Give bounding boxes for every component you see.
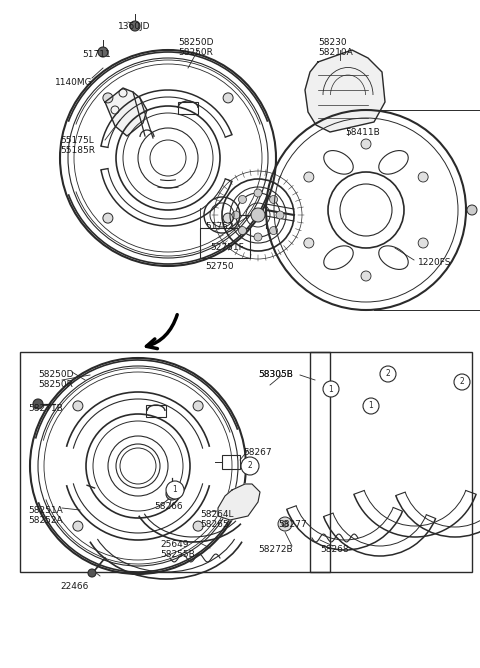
Text: 58264L
58265: 58264L 58265 <box>200 510 233 530</box>
Circle shape <box>251 208 265 222</box>
Text: 58305B: 58305B <box>258 370 293 379</box>
Circle shape <box>467 205 477 215</box>
Text: 1140MG: 1140MG <box>55 78 93 87</box>
Text: 55175L
55185R: 55175L 55185R <box>60 136 95 156</box>
Circle shape <box>103 213 113 223</box>
Circle shape <box>239 226 246 234</box>
Circle shape <box>239 196 246 204</box>
Circle shape <box>73 521 83 531</box>
Text: 1360JD: 1360JD <box>118 22 151 31</box>
Circle shape <box>223 213 233 223</box>
Circle shape <box>361 271 371 281</box>
Circle shape <box>73 401 83 411</box>
Circle shape <box>363 398 379 414</box>
Circle shape <box>130 21 140 31</box>
Circle shape <box>98 47 108 57</box>
Text: 58266: 58266 <box>154 502 182 511</box>
Circle shape <box>418 238 428 248</box>
Circle shape <box>103 93 113 103</box>
Bar <box>146 405 166 417</box>
Circle shape <box>88 569 96 577</box>
Text: 58251A
58252A: 58251A 58252A <box>28 506 63 526</box>
Text: 58267: 58267 <box>243 448 272 457</box>
Text: 2: 2 <box>385 369 390 379</box>
Circle shape <box>418 172 428 182</box>
Bar <box>200 228 250 258</box>
Text: 25649
58255B: 25649 58255B <box>160 540 195 559</box>
Circle shape <box>33 399 43 409</box>
Circle shape <box>276 211 284 219</box>
Circle shape <box>232 211 240 219</box>
Text: 58268: 58268 <box>320 545 348 554</box>
Circle shape <box>254 189 262 197</box>
Text: 1: 1 <box>329 385 334 393</box>
Circle shape <box>278 517 292 531</box>
Circle shape <box>241 457 259 475</box>
Circle shape <box>361 139 371 149</box>
Circle shape <box>193 521 203 531</box>
Circle shape <box>304 172 314 182</box>
Text: 58305B: 58305B <box>258 370 293 379</box>
Text: 1: 1 <box>369 401 373 411</box>
Text: 58230
58210A: 58230 58210A <box>318 38 353 57</box>
Text: 51752: 51752 <box>205 222 234 231</box>
Text: 58411B: 58411B <box>345 128 380 137</box>
Text: 1220FS: 1220FS <box>418 258 452 267</box>
Circle shape <box>223 93 233 103</box>
Circle shape <box>454 374 470 390</box>
Circle shape <box>166 481 184 499</box>
Circle shape <box>166 488 178 500</box>
Text: 51711: 51711 <box>82 50 111 59</box>
Circle shape <box>270 196 277 204</box>
Bar <box>222 455 240 469</box>
Polygon shape <box>105 88 147 136</box>
Text: 52751F: 52751F <box>210 243 244 252</box>
Text: 1: 1 <box>173 486 178 494</box>
Bar <box>20 352 330 572</box>
Text: 58250D
58250R: 58250D 58250R <box>38 370 73 389</box>
Bar <box>310 352 472 572</box>
Circle shape <box>380 366 396 382</box>
Text: 58271B: 58271B <box>28 404 63 413</box>
Text: 2: 2 <box>460 377 464 387</box>
Text: 52750: 52750 <box>205 262 234 271</box>
Circle shape <box>323 381 339 397</box>
Text: 2: 2 <box>248 462 252 470</box>
Text: 58272B: 58272B <box>258 545 293 554</box>
Text: 22466: 22466 <box>60 582 88 591</box>
Circle shape <box>304 238 314 248</box>
Text: 58250D
58250R: 58250D 58250R <box>178 38 214 57</box>
Circle shape <box>193 401 203 411</box>
Text: 58277: 58277 <box>278 520 307 529</box>
Circle shape <box>270 226 277 234</box>
Polygon shape <box>218 484 260 520</box>
Polygon shape <box>305 50 385 132</box>
Circle shape <box>254 233 262 241</box>
Circle shape <box>282 521 288 527</box>
Bar <box>178 102 198 114</box>
